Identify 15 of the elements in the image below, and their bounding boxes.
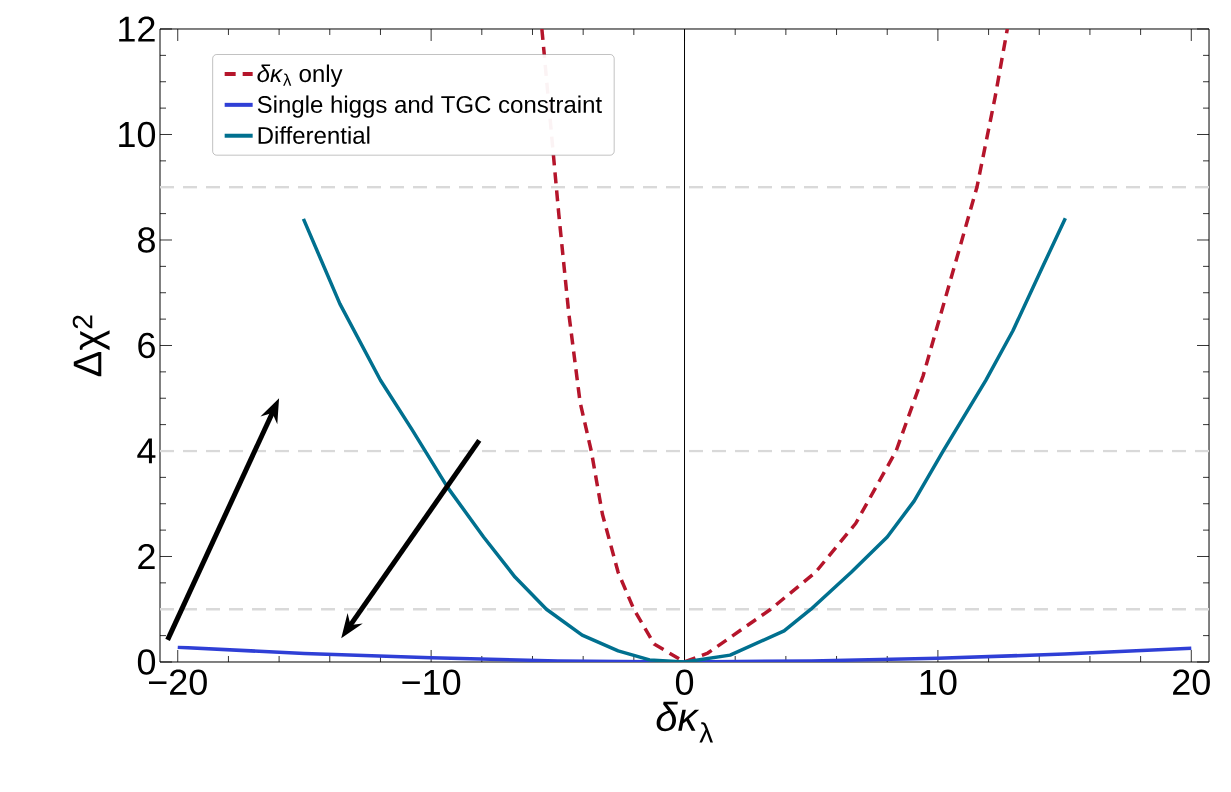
y-tick-label: 2 [138,543,155,570]
legend-label: δκ$_{λ}$ only [257,64,343,87]
y-tick-label: 10 [119,121,156,148]
x-tick-label: 20 [1173,669,1210,695]
x-tick-label: 10 [920,669,957,695]
x-tick-label: −10 [402,669,461,695]
y-tick-label: 8 [138,227,155,253]
legend-label: Single higgs and TGC constraint [257,95,602,118]
y-axis-title: Δχ$^{2}$ [72,315,110,377]
y-tick-label: 4 [137,438,156,464]
legend-label: Differential [258,126,370,144]
y-tick-label: 6 [138,332,155,359]
x-axis-title: δκ$_{λ}$ [656,701,713,743]
y-tick-label: 12 [119,16,155,42]
x-tick-label: 0 [675,669,694,695]
